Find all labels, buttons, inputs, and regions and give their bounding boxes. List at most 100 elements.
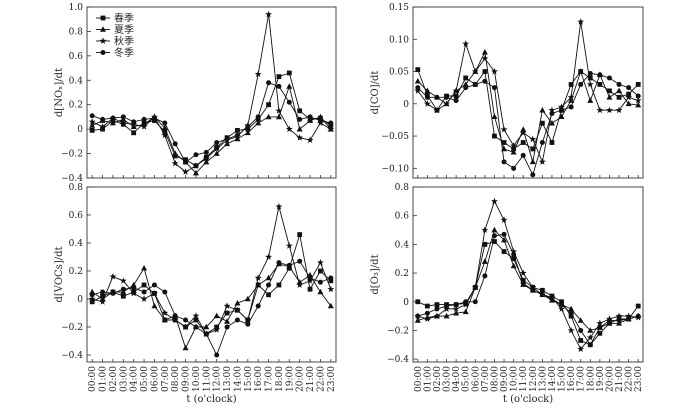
data-point xyxy=(286,70,292,76)
x-tick-label: 22:00 xyxy=(316,366,326,392)
data-point xyxy=(203,323,210,330)
x-tick-label: 23:00 xyxy=(327,366,337,392)
data-point xyxy=(616,87,623,94)
data-point xyxy=(119,277,127,284)
data-point xyxy=(141,289,147,295)
data-point xyxy=(213,145,221,152)
data-point xyxy=(578,81,584,87)
x-tick-label: 17:00 xyxy=(265,366,275,392)
data-point xyxy=(548,119,555,126)
data-point xyxy=(606,106,613,114)
data-point xyxy=(423,315,431,322)
y-tick-label: 0.2 xyxy=(69,267,83,277)
y-tick-label: −0.05 xyxy=(381,132,409,142)
y-tick-label: −0.4 xyxy=(61,174,83,184)
data-point xyxy=(635,93,641,99)
legend-marker xyxy=(99,37,107,44)
data-point xyxy=(224,318,231,324)
data-point xyxy=(559,107,565,113)
data-point xyxy=(266,102,271,108)
data-point xyxy=(306,136,314,144)
data-point xyxy=(482,273,488,279)
data-point xyxy=(131,285,137,291)
data-point xyxy=(318,268,323,274)
data-point xyxy=(88,118,96,125)
data-point xyxy=(443,312,450,319)
data-point xyxy=(597,82,603,87)
x-tick-label: 00:00 xyxy=(88,366,98,392)
data-point xyxy=(275,203,283,210)
x-tick-label: 11:00 xyxy=(202,366,212,392)
x-tick-label: 02:00 xyxy=(109,366,119,392)
data-point xyxy=(597,72,603,78)
data-point xyxy=(568,313,574,319)
data-point xyxy=(296,281,304,288)
data-point xyxy=(265,113,272,120)
data-point xyxy=(172,150,179,156)
data-point xyxy=(193,317,199,323)
data-point xyxy=(266,80,272,86)
x-tick-label: 18:00 xyxy=(275,366,285,392)
data-point xyxy=(559,302,565,308)
y-tick-label: 0 xyxy=(403,100,409,110)
x-tick-label: 21:00 xyxy=(306,366,316,392)
data-point xyxy=(245,321,251,327)
data-point xyxy=(501,140,507,145)
data-point xyxy=(462,81,469,87)
data-point xyxy=(510,247,518,255)
data-point xyxy=(568,97,575,103)
data-point xyxy=(539,287,545,293)
x-tick-label: 04:00 xyxy=(452,366,462,392)
data-point xyxy=(481,55,489,62)
data-point xyxy=(587,97,594,103)
x-tick-label: 15:00 xyxy=(558,366,568,392)
data-point xyxy=(510,148,517,155)
data-point xyxy=(151,115,157,121)
data-point xyxy=(520,152,526,158)
data-point xyxy=(193,152,199,158)
data-point xyxy=(151,289,158,297)
data-point xyxy=(317,259,324,266)
data-point xyxy=(568,82,574,87)
legend-entry: 秋季 xyxy=(96,35,134,48)
data-point xyxy=(415,85,421,91)
y-tick-label: −0.4 xyxy=(387,355,409,365)
data-point xyxy=(328,120,334,126)
data-point xyxy=(538,158,546,165)
data-point xyxy=(548,106,556,114)
series-秋季 xyxy=(414,18,642,165)
data-point xyxy=(265,274,272,281)
data-point xyxy=(89,113,95,119)
data-point xyxy=(567,326,575,334)
data-point xyxy=(568,104,574,110)
data-point xyxy=(635,101,642,108)
data-point xyxy=(297,108,303,114)
data-point xyxy=(328,278,334,284)
y-tick-label: 0.6 xyxy=(69,52,84,62)
data-point xyxy=(307,286,313,292)
data-point xyxy=(597,330,603,336)
data-point xyxy=(568,305,575,312)
data-point xyxy=(501,236,508,243)
data-point xyxy=(285,125,293,133)
data-point xyxy=(100,116,106,122)
data-point xyxy=(255,303,261,309)
x-tick-label: 12:00 xyxy=(213,366,223,392)
data-point xyxy=(520,126,527,132)
data-point xyxy=(481,226,489,233)
data-point xyxy=(286,99,292,105)
data-point xyxy=(193,324,199,330)
data-point xyxy=(519,269,527,276)
data-point xyxy=(567,93,575,101)
panel-co: −0.10 −0.05 0 0.05 0.10 0.15 d[CO]/dt xyxy=(370,3,644,179)
data-point xyxy=(130,289,138,297)
data-point xyxy=(625,93,633,101)
series-秋季 xyxy=(414,197,642,352)
y-tick-label: −0.2 xyxy=(61,323,83,333)
x-tick-label: 18:00 xyxy=(586,366,596,392)
data-point xyxy=(481,48,488,55)
data-point xyxy=(453,302,459,308)
data-point xyxy=(539,140,545,146)
data-point xyxy=(577,345,585,352)
x-tick-label: 06:00 xyxy=(471,366,481,392)
